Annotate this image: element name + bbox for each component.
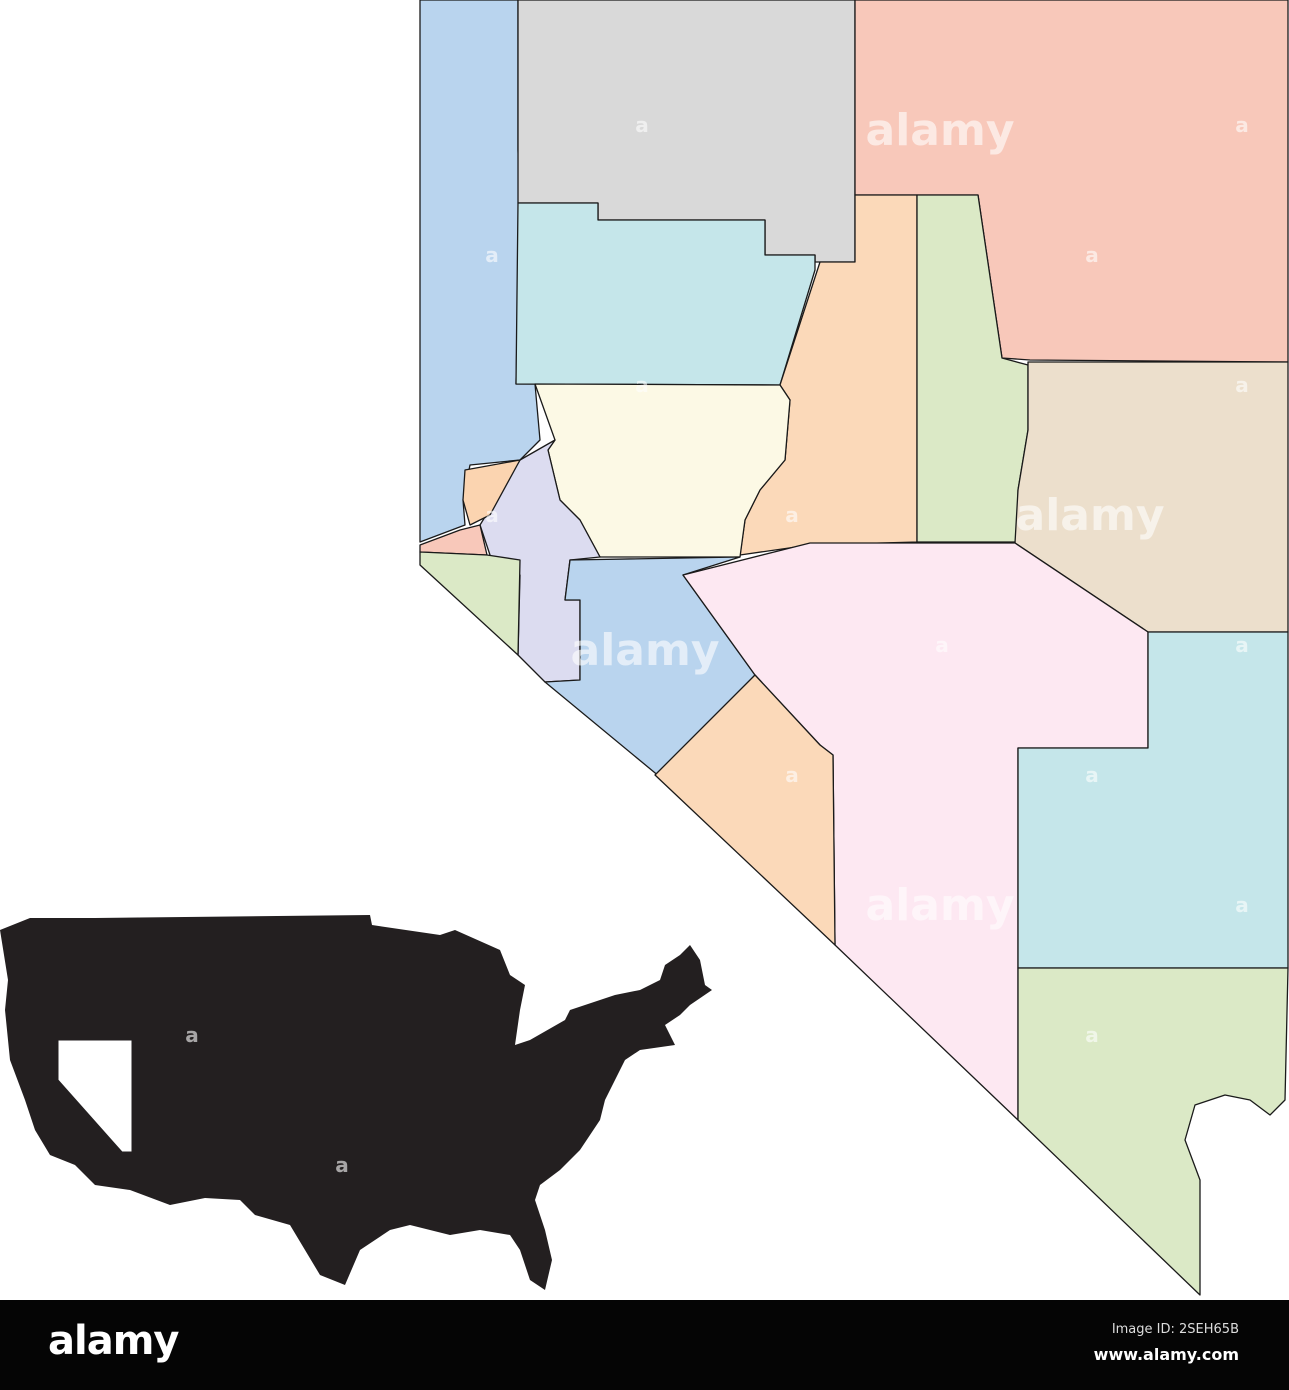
alamy-logo: alamy — [48, 1318, 179, 1364]
watermark-mark: a — [185, 1023, 199, 1047]
watermark-mark: a — [785, 763, 799, 787]
watermark-text: alamy — [866, 105, 1015, 156]
watermark-mark: a — [1235, 633, 1249, 657]
watermark-mark: a — [1085, 1023, 1099, 1047]
watermark-text: alamy — [571, 625, 720, 676]
watermark-mark: a — [635, 113, 649, 137]
watermark-mark: a — [935, 1153, 949, 1177]
county-storey — [419, 524, 488, 556]
watermark-mark: a — [1085, 763, 1099, 787]
footer-bar: alamy Image ID: 2SEH65B www.alamy.com — [0, 1300, 1289, 1390]
watermark-mark: a — [1235, 893, 1249, 917]
watermark-mark: a — [785, 503, 799, 527]
county-carson — [462, 459, 521, 526]
watermark-mark: a — [935, 633, 949, 657]
county-mineral — [544, 556, 756, 778]
usa-silhouette — [0, 915, 712, 1290]
watermark-mark: a — [1235, 113, 1249, 137]
watermark-text: alamy — [866, 880, 1015, 931]
watermark-mark: a — [485, 503, 499, 527]
watermark-mark: a — [335, 1153, 349, 1177]
nevada-highlight-in-usa — [57, 1039, 133, 1153]
watermark-mark: a — [1085, 243, 1099, 267]
site-url[interactable]: www.alamy.com — [1093, 1345, 1239, 1364]
watermark-mark: a — [635, 893, 649, 917]
county-douglas — [419, 551, 521, 656]
watermark-text: alamy — [1016, 490, 1165, 541]
watermark-mark: a — [635, 373, 649, 397]
watermark-mark: a — [1235, 373, 1249, 397]
nevada-county-map: alamy alamy alamy alamy a a a a a a a a a a a a a a a a a a — [0, 0, 1289, 1296]
image-id: Image ID: 2SEH65B — [1111, 1322, 1239, 1337]
county-clark — [1017, 967, 1289, 1296]
county-esmeralda — [654, 674, 836, 946]
watermark-mark: a — [485, 243, 499, 267]
